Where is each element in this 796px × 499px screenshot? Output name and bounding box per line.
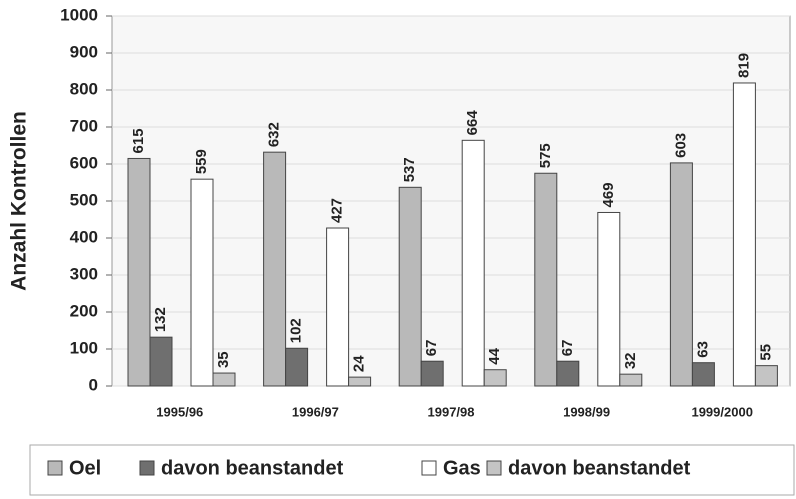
y-axis-title: Anzahl Kontrollen bbox=[8, 111, 31, 291]
bar bbox=[619, 373, 643, 387]
y-tick-label: 1000 bbox=[60, 5, 98, 24]
value-label: 55 bbox=[757, 344, 774, 361]
value-label: 575 bbox=[537, 143, 554, 168]
legend-label: davon beanstandet bbox=[508, 457, 691, 479]
bar bbox=[127, 157, 151, 387]
bar bbox=[285, 347, 309, 387]
bar bbox=[483, 369, 507, 387]
y-tick-label: 700 bbox=[70, 116, 98, 135]
value-label: 32 bbox=[622, 352, 639, 369]
x-tick-label: 1998/99 bbox=[563, 404, 610, 419]
legend-swatch bbox=[486, 460, 502, 476]
value-label: 537 bbox=[401, 157, 418, 182]
x-tick-label: 1995/96 bbox=[156, 404, 203, 419]
bar bbox=[754, 365, 778, 387]
bar bbox=[732, 82, 756, 387]
y-tick-label: 300 bbox=[70, 264, 98, 283]
x-tick-label: 1999/2000 bbox=[691, 404, 752, 419]
value-label: 102 bbox=[288, 318, 305, 343]
value-label: 632 bbox=[266, 122, 283, 147]
value-label: 469 bbox=[600, 182, 617, 207]
bar bbox=[534, 172, 558, 387]
bar bbox=[348, 376, 372, 387]
legend-label: Gas bbox=[443, 457, 481, 479]
value-label: 35 bbox=[215, 351, 232, 368]
value-label: 24 bbox=[351, 355, 368, 372]
bar bbox=[597, 211, 621, 387]
y-tick-label: 900 bbox=[70, 42, 98, 61]
value-label: 44 bbox=[486, 347, 503, 364]
value-label: 603 bbox=[672, 133, 689, 158]
y-tick-label: 600 bbox=[70, 153, 98, 172]
y-tick-label: 800 bbox=[70, 79, 98, 98]
bar bbox=[326, 227, 350, 387]
legend-label: Oel bbox=[69, 457, 101, 479]
y-tick-label: 0 bbox=[89, 375, 98, 394]
legend-label: davon beanstandet bbox=[161, 457, 344, 479]
bar bbox=[212, 372, 236, 387]
value-label: 67 bbox=[559, 340, 576, 357]
bar bbox=[263, 151, 287, 387]
value-label: 427 bbox=[329, 198, 346, 223]
y-tick-label: 200 bbox=[70, 301, 98, 320]
bar bbox=[398, 186, 422, 387]
legend-swatch bbox=[139, 460, 155, 476]
legend-swatch bbox=[421, 460, 437, 476]
bar bbox=[669, 162, 693, 387]
value-label: 67 bbox=[423, 340, 440, 357]
bar bbox=[190, 178, 214, 387]
bar bbox=[556, 360, 580, 387]
y-tick-label: 500 bbox=[70, 190, 98, 209]
legend-box bbox=[29, 444, 795, 496]
legend-swatch bbox=[47, 460, 63, 476]
value-label: 819 bbox=[735, 53, 752, 78]
bar bbox=[420, 360, 444, 387]
x-tick-label: 1996/97 bbox=[292, 404, 339, 419]
bar bbox=[149, 336, 173, 387]
x-tick-label: 1997/98 bbox=[428, 404, 475, 419]
value-label: 664 bbox=[464, 110, 481, 136]
value-label: 615 bbox=[130, 128, 147, 153]
y-tick-label: 400 bbox=[70, 227, 98, 246]
value-label: 559 bbox=[193, 149, 210, 174]
y-tick-label: 100 bbox=[70, 338, 98, 357]
bar bbox=[461, 139, 485, 387]
value-label: 63 bbox=[694, 341, 711, 358]
value-label: 132 bbox=[152, 307, 169, 332]
bar bbox=[691, 362, 715, 387]
